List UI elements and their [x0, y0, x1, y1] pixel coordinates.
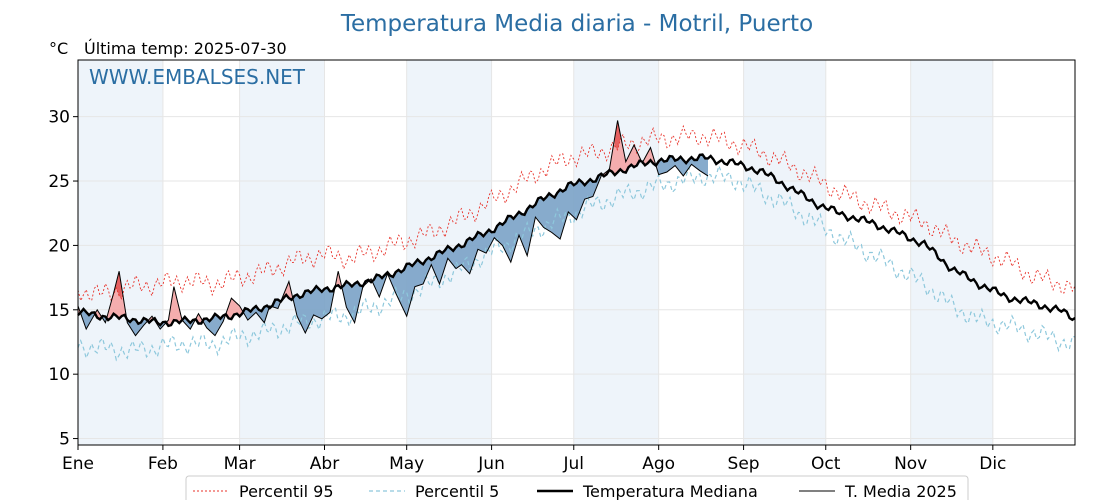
- x-tick-label: Dic: [979, 454, 1006, 474]
- unit-label: °C: [49, 39, 68, 58]
- x-tick-label: Abr: [310, 454, 339, 474]
- x-tick-label: Jun: [477, 454, 505, 474]
- series-lines: [77, 120, 1076, 362]
- above-median-fill: [106, 271, 128, 323]
- series-median-line: [77, 153, 1076, 328]
- above-median-fill: [167, 286, 184, 326]
- month-band: [239, 60, 325, 445]
- legend-label: Temperatura Mediana: [582, 482, 758, 500]
- below-median-fill: [657, 154, 708, 176]
- x-tick-label: Nov: [894, 454, 927, 474]
- x-tick-label: Ene: [62, 454, 94, 474]
- watermark: WWW.EMBALSES.NET: [89, 65, 306, 89]
- y-tick-label: 25: [48, 172, 70, 192]
- below-median-fill: [127, 318, 148, 336]
- x-axis-ticks: Ene Feb Mar Abr May Jun Jul Ago Sep Oct Nov Dic: [62, 445, 1006, 474]
- above-median-fill: [602, 120, 643, 177]
- y-tick-label: 10: [48, 365, 70, 385]
- legend-box: [185, 475, 969, 500]
- x-tick-label: Ago: [642, 454, 675, 474]
- x-tick-label: Jul: [563, 454, 585, 474]
- series-2025-line: [77, 120, 709, 337]
- x-tick-label: Mar: [224, 454, 256, 474]
- month-band: [573, 60, 659, 445]
- above-median-fill: [225, 298, 244, 320]
- y-axis-ticks: 5 10 15 20 25 30: [48, 108, 78, 450]
- month-band: [910, 60, 993, 445]
- chart-title: Temperatura Media diaria - Motril, Puert…: [340, 11, 813, 37]
- legend-label: Percentil 95: [239, 482, 334, 500]
- y-tick-label: 30: [48, 108, 70, 128]
- month-band: [78, 60, 163, 445]
- y-tick-label: 20: [48, 236, 70, 256]
- month-bands: [78, 60, 993, 445]
- below-median-fill: [372, 173, 603, 317]
- series-p95-line: [77, 124, 1076, 303]
- y-tick-label: 15: [48, 301, 70, 321]
- y-tick-label: 5: [59, 430, 70, 450]
- x-tick-label: Feb: [148, 454, 178, 474]
- x-tick-label: Oct: [811, 454, 841, 474]
- x-tick-label: Sep: [728, 454, 760, 474]
- x-tick-label: May: [389, 454, 424, 474]
- legend-label: Percentil 5: [415, 482, 499, 500]
- legend-label: T. Media 2025: [844, 482, 957, 500]
- plot-frame: [77, 59, 1076, 446]
- last-temp-label: Última temp: 2025-07-30: [84, 39, 287, 58]
- month-band: [743, 60, 826, 445]
- legend: Percentil 95 Percentil 5 Temperatura Media…: [185, 475, 969, 500]
